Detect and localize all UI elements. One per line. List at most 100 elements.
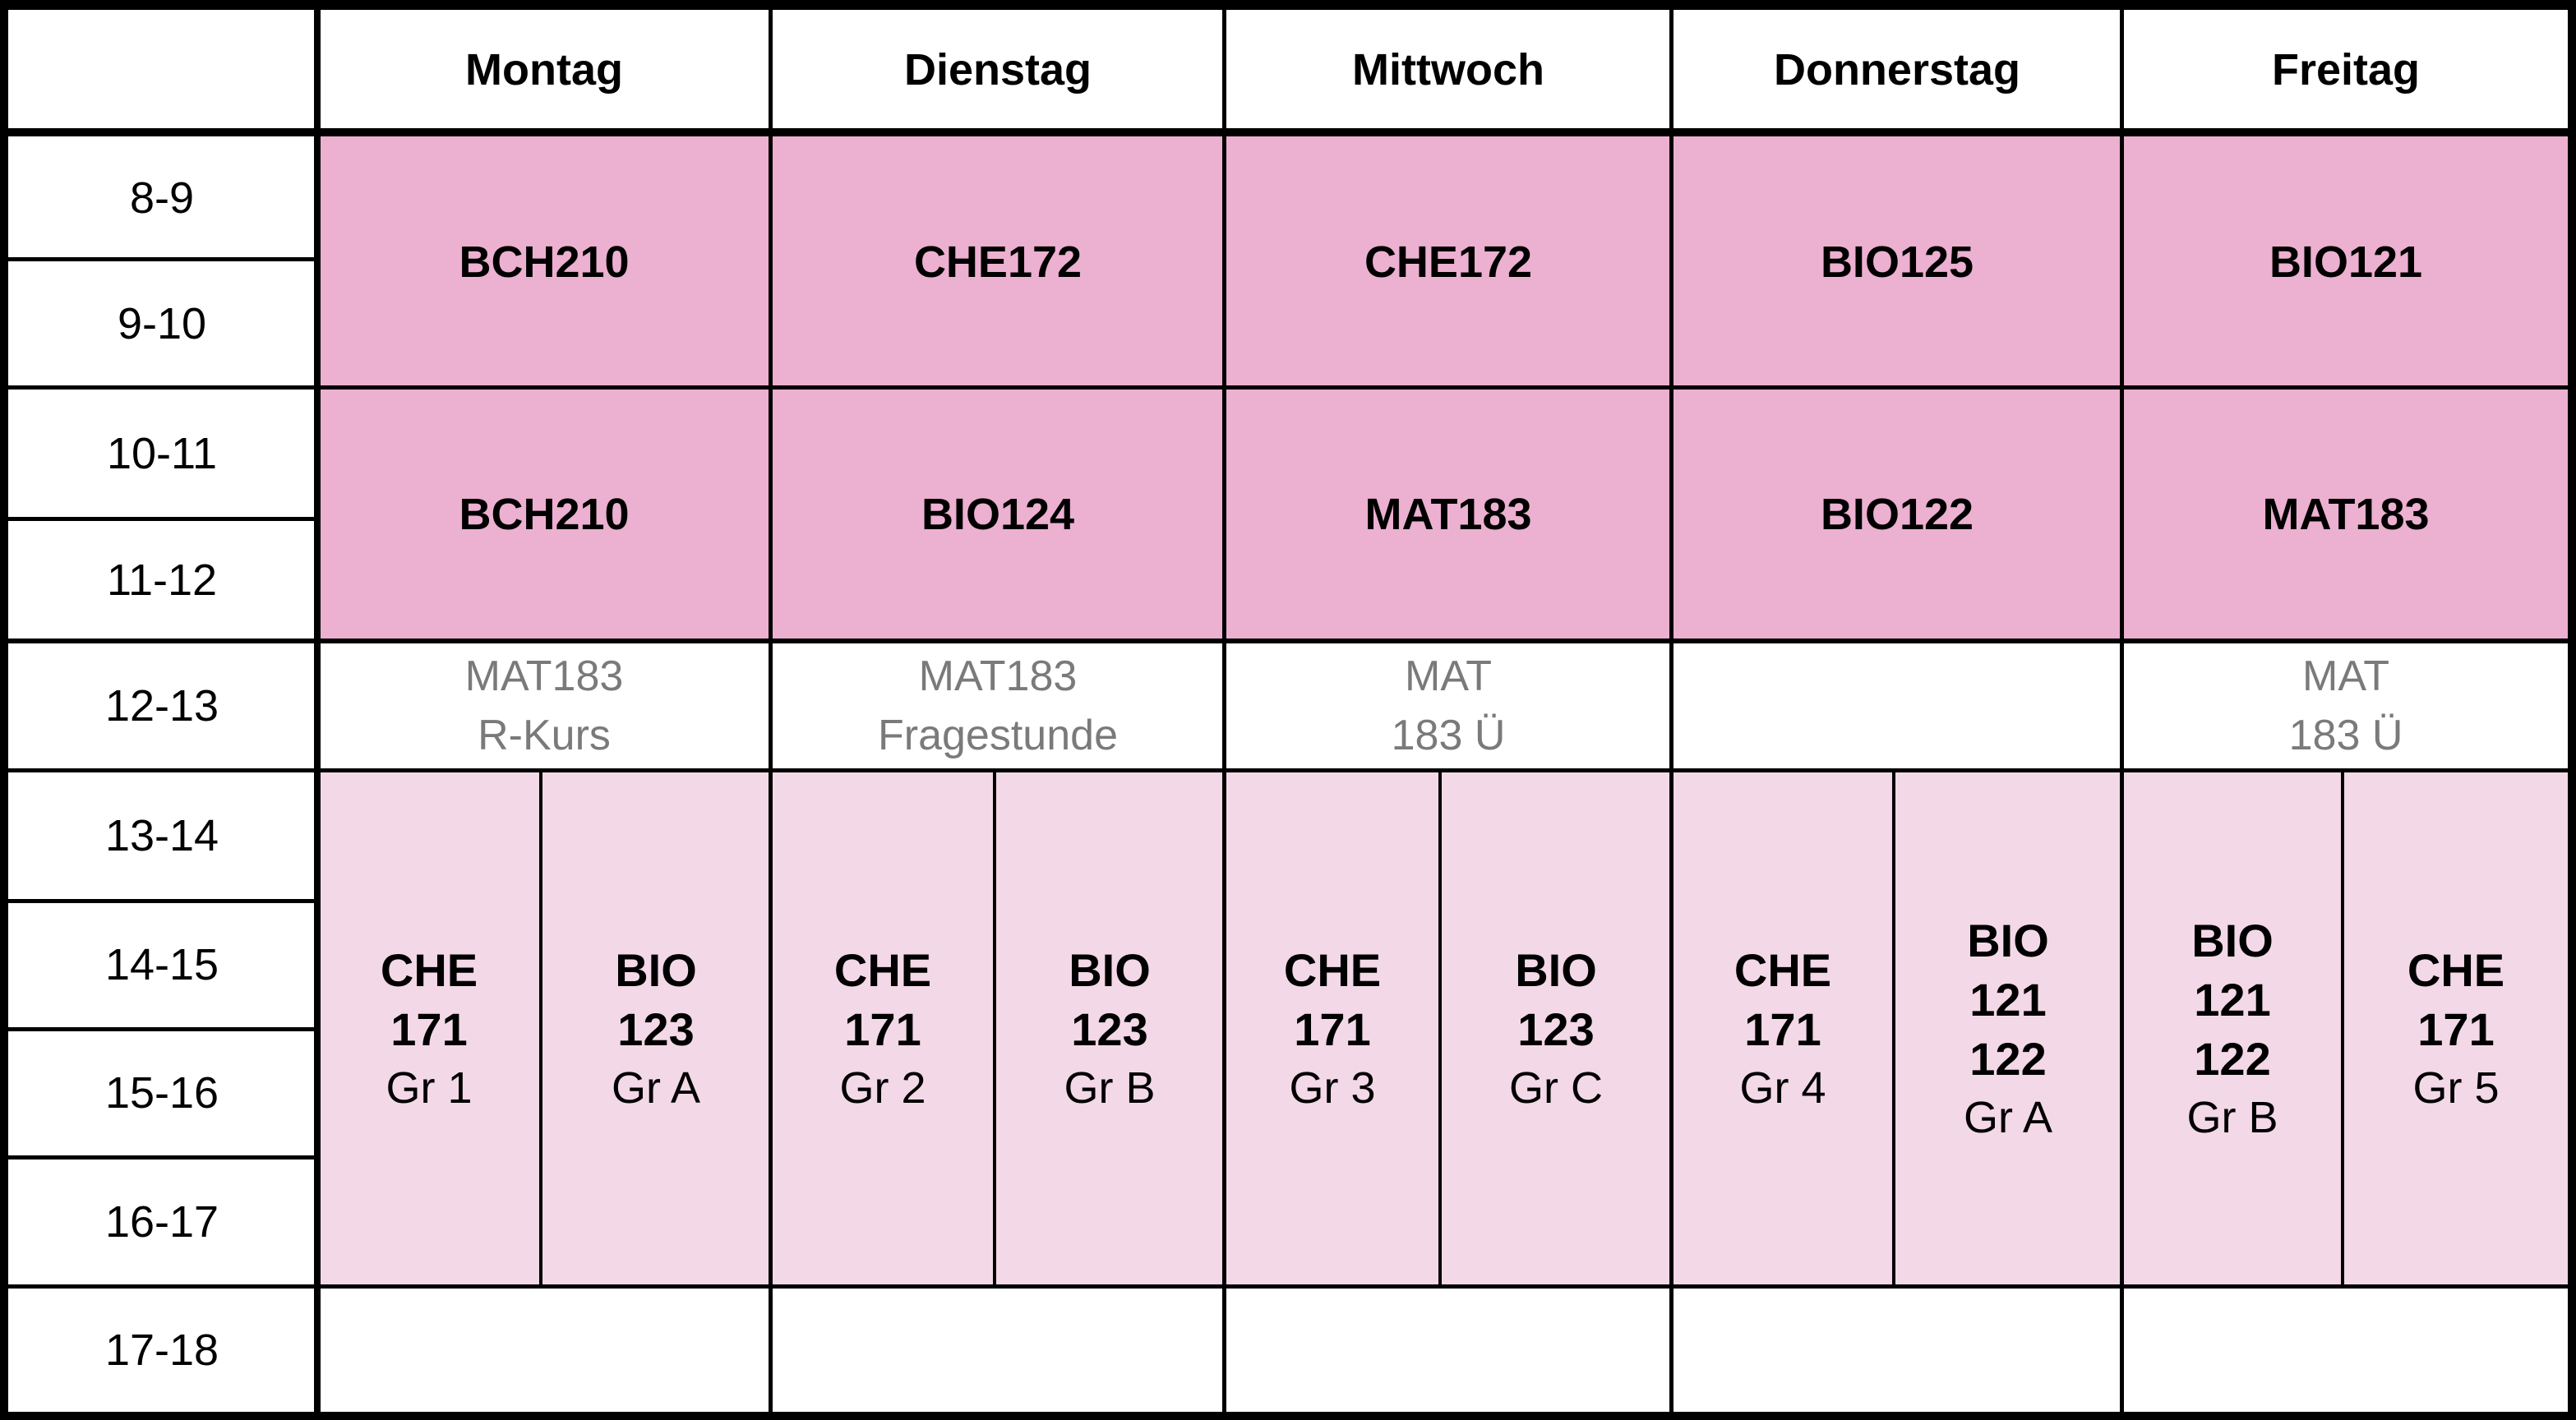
lab-course-code: BIO [1069, 944, 1151, 996]
lab-group: Gr A [1963, 1093, 2053, 1142]
lab-course-number: 121 [2194, 974, 2271, 1026]
note-line-1: MAT183 [918, 652, 1078, 700]
time-divider [0, 257, 317, 261]
lab-course-code: BIO [1967, 915, 2049, 966]
note-line-1: MAT [2302, 652, 2389, 700]
note-line-1: MAT183 [464, 652, 624, 700]
day-header-dienstag: Dienstag [903, 45, 1092, 95]
empty-block-freitag-17-18 [2122, 1287, 2569, 1413]
time-divider [0, 1027, 317, 1031]
course-block-mittwoch-10-12: MAT183 [1225, 388, 1672, 641]
header-divider [0, 128, 2576, 136]
lab-course-code: CHE [1733, 944, 1832, 996]
row-divider [0, 385, 2576, 390]
time-divider [0, 899, 317, 903]
course-block-freitag-10-12: MAT183 [2122, 388, 2569, 641]
lab-course-number: 123 [1517, 1003, 1595, 1055]
course-block-donnerstag-10-12: BIO122 [1672, 388, 2122, 641]
time-slot: 14-15 [104, 940, 219, 989]
lab-course-number-2: 122 [2194, 1033, 2271, 1085]
lab-course-code: BIO [1515, 944, 1597, 996]
time-slot: 11-12 [106, 556, 218, 605]
time-slot: 10-11 [106, 429, 218, 478]
lab-course-number: 171 [1294, 1003, 1371, 1055]
empty-block-donnerstag-17-18 [1672, 1287, 2122, 1413]
lab-group: Gr 2 [839, 1063, 926, 1113]
border-top [0, 0, 2576, 10]
time-divider [0, 517, 317, 521]
time-slot: 13-14 [104, 811, 219, 860]
note-block-donnerstag-12-13 [1672, 641, 2122, 771]
lab-block-mittwoch-right: BIO 123 Gr C [1440, 771, 1672, 1287]
note-line-2: 183 Ü [1391, 712, 1506, 759]
lab-course-number: 171 [2417, 1003, 2495, 1055]
lab-group: Gr A [611, 1063, 701, 1113]
course-block-freitag-8-10: BIO121 [2122, 136, 2569, 388]
subcolumn-divider [1892, 772, 1895, 1285]
lab-group: Gr B [1064, 1063, 1156, 1113]
note-line-2: R-Kurs [478, 712, 611, 759]
lab-course-number: 123 [1071, 1003, 1148, 1055]
lab-group: Gr 3 [1289, 1063, 1376, 1113]
time-slot: 17-18 [104, 1325, 219, 1375]
border-left [0, 0, 8, 1420]
time-slot: 9-10 [117, 299, 207, 348]
note-line-1: MAT [1405, 652, 1492, 700]
column-divider [1222, 0, 1226, 1420]
lab-group: Gr C [1509, 1063, 1603, 1113]
lab-group: Gr 4 [1739, 1063, 1826, 1113]
time-slot: 15-16 [104, 1068, 219, 1118]
lab-course-number: 171 [390, 1003, 468, 1055]
empty-block-mittwoch-17-18 [1225, 1287, 1672, 1413]
time-slot: 16-17 [104, 1197, 219, 1247]
lab-group: Gr B [2186, 1093, 2278, 1142]
note-block-freitag-12-13: MAT 183 Ü [2122, 641, 2569, 771]
note-block-montag-12-13: MAT183 R-Kurs [317, 641, 771, 771]
lab-block-mittwoch-left: CHE 171 Gr 3 [1225, 771, 1440, 1287]
course-block-donnerstag-8-10: BIO125 [1672, 136, 2122, 388]
row-divider [0, 768, 2576, 772]
subcolumn-divider [539, 772, 542, 1285]
day-header-montag: Montag [465, 45, 623, 95]
course-block-montag-10-12: BCH210 [317, 388, 771, 641]
lab-course-code: BIO [615, 944, 697, 996]
course-block-dienstag-8-10: CHE172 [771, 136, 1225, 388]
lab-block-donnerstag-left: CHE 171 Gr 4 [1672, 771, 1894, 1287]
lab-course-code: CHE [2407, 944, 2505, 996]
empty-block-montag-17-18 [317, 1287, 771, 1413]
lab-block-montag-left: CHE 171 Gr 1 [317, 771, 541, 1287]
empty-block-dienstag-17-18 [771, 1287, 1225, 1413]
lab-block-dienstag-right: BIO 123 Gr B [995, 771, 1225, 1287]
subcolumn-divider [2341, 772, 2344, 1285]
day-header-donnerstag: Donnerstag [1773, 45, 2021, 95]
day-header-mittwoch: Mittwoch [1352, 45, 1544, 95]
lab-block-donnerstag-right: BIO 121 122 Gr A [1894, 771, 2122, 1287]
row-divider [0, 639, 2576, 643]
course-block-montag-8-10: BCH210 [317, 136, 771, 388]
time-slot: 8-9 [129, 173, 195, 223]
lab-block-montag-right: BIO 123 Gr A [541, 771, 771, 1287]
row-divider [0, 1284, 2576, 1289]
day-header-freitag: Freitag [2271, 45, 2421, 95]
time-divider [0, 1155, 317, 1160]
note-block-mittwoch-12-13: MAT 183 Ü [1225, 641, 1672, 771]
lab-course-code: CHE [1283, 944, 1382, 996]
time-slot: 12-13 [104, 681, 219, 731]
lab-course-code: BIO [2191, 915, 2274, 966]
column-divider [1669, 0, 1673, 1420]
course-block-mittwoch-8-10: CHE172 [1225, 136, 1672, 388]
column-divider [314, 0, 321, 1420]
border-right [2568, 0, 2576, 1420]
lab-group: Gr 5 [2412, 1063, 2500, 1113]
lab-block-dienstag-left: CHE 171 Gr 2 [771, 771, 995, 1287]
column-divider [769, 0, 773, 1420]
lab-course-number: 171 [1744, 1003, 1821, 1055]
subcolumn-divider [1438, 772, 1442, 1285]
course-block-dienstag-10-12: BIO124 [771, 388, 1225, 641]
lab-course-number: 121 [1969, 974, 2047, 1026]
lab-block-freitag-left: BIO 121 122 Gr B [2122, 771, 2343, 1287]
lab-course-code: CHE [380, 944, 478, 996]
subcolumn-divider [993, 772, 996, 1285]
lab-block-freitag-right: CHE 171 Gr 5 [2343, 771, 2569, 1287]
